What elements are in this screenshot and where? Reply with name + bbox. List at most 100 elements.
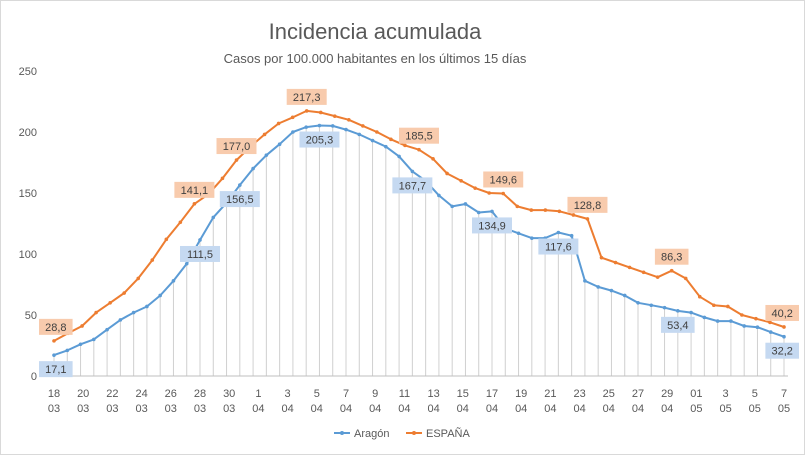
data-point bbox=[290, 115, 295, 120]
x-tick-day: 7 bbox=[343, 388, 349, 400]
x-tick-month: 04 bbox=[515, 403, 527, 415]
data-point bbox=[330, 124, 335, 128]
data-point bbox=[669, 268, 674, 273]
x-tick-day: 21 bbox=[544, 388, 556, 400]
data-point bbox=[277, 142, 282, 146]
x-tick-month: 04 bbox=[544, 403, 556, 415]
data-label-text: 141,1 bbox=[181, 185, 209, 197]
data-label: 167,7 bbox=[392, 177, 433, 194]
data-point bbox=[782, 334, 786, 339]
data-point bbox=[304, 125, 308, 129]
x-tick-day: 20 bbox=[77, 388, 89, 400]
chart-title: Incidencia acumulada bbox=[269, 19, 483, 44]
data-point bbox=[136, 276, 141, 281]
x-tick-day: 27 bbox=[632, 388, 644, 400]
data-point bbox=[347, 118, 351, 122]
data-point bbox=[80, 324, 84, 328]
x-tick-day: 1 bbox=[255, 388, 261, 400]
data-point bbox=[384, 144, 388, 149]
data-label-text: 117,6 bbox=[545, 242, 572, 254]
data-point bbox=[211, 215, 216, 220]
data-point bbox=[417, 147, 421, 152]
x-tick-day: 19 bbox=[515, 388, 527, 400]
series-lines bbox=[52, 109, 786, 357]
data-label-text: 128,8 bbox=[574, 200, 602, 212]
data-point bbox=[344, 127, 348, 132]
x-tick-month: 04 bbox=[398, 403, 410, 415]
data-point bbox=[649, 303, 654, 308]
data-point bbox=[105, 327, 109, 332]
data-label: 149,6 bbox=[483, 171, 524, 188]
x-tick-month: 05 bbox=[719, 403, 731, 415]
y-tick-label: 250 bbox=[19, 66, 37, 78]
data-point bbox=[450, 204, 454, 209]
data-point bbox=[556, 230, 561, 235]
x-tick-month: 04 bbox=[311, 403, 323, 415]
data-point bbox=[198, 238, 202, 242]
data-point bbox=[715, 319, 720, 323]
x-tick-day: 11 bbox=[399, 388, 410, 400]
data-label: 111,5 bbox=[180, 245, 220, 262]
x-tick-day: 30 bbox=[223, 388, 235, 400]
data-point bbox=[501, 191, 506, 196]
data-label: 17,1 bbox=[39, 361, 73, 378]
x-tick-month: 05 bbox=[749, 403, 761, 415]
data-point bbox=[178, 220, 183, 225]
data-point bbox=[94, 310, 98, 315]
x-tick-day: 24 bbox=[135, 388, 147, 400]
data-label-bg bbox=[538, 238, 579, 255]
data-label-text: 205,3 bbox=[306, 135, 334, 147]
x-tick-month: 03 bbox=[77, 403, 89, 415]
data-point bbox=[697, 294, 702, 299]
x-tick-month: 04 bbox=[281, 403, 293, 415]
data-point bbox=[463, 202, 468, 206]
data-label-bg bbox=[472, 217, 512, 234]
data-label-bg bbox=[483, 171, 524, 188]
x-tick-day: 15 bbox=[457, 388, 469, 400]
data-point bbox=[729, 319, 733, 323]
data-point bbox=[52, 353, 56, 357]
data-point bbox=[131, 310, 136, 315]
data-label-text: 28,8 bbox=[45, 322, 66, 334]
chart-subtitle: Casos por 100.000 habitantes en los últi… bbox=[224, 51, 527, 66]
data-point bbox=[655, 275, 660, 279]
data-point bbox=[145, 304, 149, 309]
x-tick-day: 3 bbox=[723, 388, 729, 400]
x-tick-month: 04 bbox=[632, 403, 644, 415]
data-point bbox=[410, 169, 415, 174]
data-label-text: 149,6 bbox=[489, 174, 517, 186]
data-point bbox=[445, 171, 449, 176]
data-label: 128,8 bbox=[567, 196, 608, 213]
x-tick-day: 5 bbox=[752, 388, 758, 400]
data-point bbox=[318, 110, 323, 115]
x-tick-month: 03 bbox=[106, 403, 118, 415]
data-label-bg bbox=[219, 191, 260, 208]
series-line-espana bbox=[53, 109, 785, 342]
data-label-bg bbox=[654, 248, 689, 265]
x-tick-month: 04 bbox=[573, 403, 585, 415]
data-label-text: 53,4 bbox=[667, 320, 688, 332]
data-point bbox=[122, 291, 126, 295]
data-label-text: 111,5 bbox=[187, 249, 213, 261]
data-label: 156,5 bbox=[219, 191, 260, 208]
data-point bbox=[317, 123, 322, 128]
legend-label: Aragón bbox=[354, 428, 389, 440]
x-tick-day: 26 bbox=[165, 388, 177, 400]
data-point bbox=[304, 109, 309, 113]
data-label-text: 32,2 bbox=[771, 346, 792, 358]
data-label-text: 156,5 bbox=[226, 194, 254, 206]
data-label: 40,2 bbox=[765, 304, 799, 321]
y-tick-label: 150 bbox=[19, 188, 37, 200]
data-label-bg bbox=[399, 127, 439, 144]
data-point bbox=[490, 209, 494, 214]
data-point bbox=[437, 193, 441, 198]
x-tick-day: 7 bbox=[781, 388, 787, 400]
data-point bbox=[370, 138, 375, 143]
data-point bbox=[262, 132, 267, 137]
y-tick-label: 200 bbox=[19, 127, 37, 139]
data-label: 205,3 bbox=[299, 131, 340, 148]
data-point bbox=[234, 158, 239, 162]
data-label: 177,0 bbox=[216, 138, 257, 155]
data-point bbox=[768, 330, 773, 334]
